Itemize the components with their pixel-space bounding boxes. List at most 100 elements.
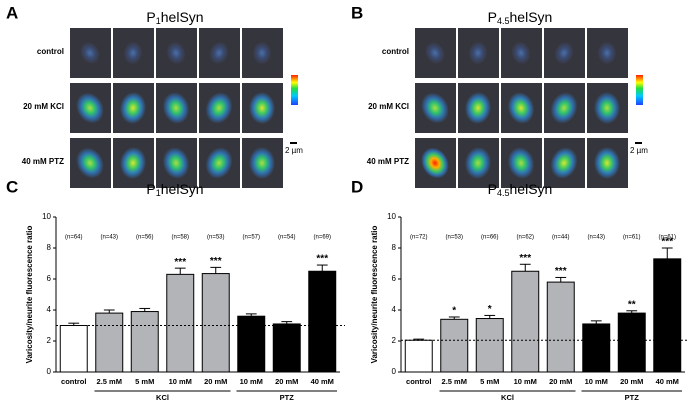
bar [272,323,301,373]
title-subscript: 4.5 [497,188,510,198]
group-label: PTZ [625,393,640,402]
x-tick-label: 20 mM [204,377,227,386]
panel-title: P1helSyn [146,9,203,27]
panel-label: D [351,177,363,196]
x-tick-label: 20 mM [549,377,572,386]
n-label: (n=44) [552,235,570,241]
scale-bar-label: 2 µm [630,146,648,155]
cell [123,42,143,64]
group-label: PTZ [280,393,295,402]
bar [475,318,504,373]
title-suffix: helSyn [161,181,204,197]
bar [582,323,611,373]
group-label: KCl [156,393,169,402]
n-label: (n=43) [587,235,605,241]
bar [511,270,540,373]
cell [421,92,449,124]
y-tick-label: 2 [47,336,52,345]
cell [550,147,578,179]
row-label: 40 mM PTZ [367,157,409,166]
cell [166,42,186,64]
significance: *** [555,266,567,277]
bar [95,312,124,373]
significance: *** [316,254,328,265]
bar [201,273,230,373]
cell [209,42,229,64]
cell [464,147,492,179]
panel-title: P4.5helSyn [488,9,553,27]
panel-label: C [6,177,18,196]
y-tick-label: 6 [47,274,52,283]
y-tick-label: 0 [47,367,52,376]
row-label: 20 mM KCl [368,102,409,111]
n-label: (n=72) [410,235,428,241]
n-label: (n=61) [623,235,641,241]
cell [593,92,621,124]
cell [421,147,449,179]
n-label: (n=54) [278,235,296,241]
significance: * [452,306,456,317]
row-label: control [37,47,64,56]
n-label: (n=61) [658,235,676,241]
cell [162,147,190,179]
title-subscript: 1 [156,16,161,26]
significance: * [488,304,492,315]
y-tick-label: 4 [47,305,52,314]
y-tick-label: 8 [47,243,52,252]
cell [554,42,574,64]
n-label: (n=56) [136,235,154,241]
row-label: 20 mM KCl [23,102,64,111]
cell [468,42,488,64]
x-tick-label: 10 mM [240,377,263,386]
bar [440,318,469,373]
panel-title: P1helSyn [146,181,203,199]
title-prefix: P [146,9,155,25]
cell [593,147,621,179]
title-prefix: P [488,181,497,197]
x-tick-label: control [61,377,86,386]
cell [248,92,276,124]
y-tick-label: 8 [392,243,397,252]
bar [653,258,682,373]
bar [166,273,195,373]
cell [550,92,578,124]
bar [546,281,575,373]
n-label: (n=53) [445,235,463,241]
n-label: (n=58) [171,235,189,241]
n-label: (n=53) [207,235,225,241]
cell [511,42,531,64]
cell [76,92,104,124]
cell [425,42,445,64]
title-prefix: P [488,9,497,25]
x-tick-label: 2.5 mM [97,377,122,386]
cell [464,92,492,124]
group-label: KCl [501,393,514,402]
panel-title: P4.5helSyn [488,181,553,199]
colorbar [291,75,298,105]
y-axis-label: Varicosity/neurite fluorescence ratio [370,225,379,363]
y-tick-label: 10 [42,212,51,221]
title-suffix: helSyn [161,9,204,25]
bar [404,339,433,373]
significance: *** [174,257,186,268]
y-tick-label: 2 [392,336,397,345]
x-tick-label: 40 mM [656,377,679,386]
title-subscript: 4.5 [497,16,510,26]
y-tick-label: 10 [387,212,396,221]
n-label: (n=43) [100,235,118,241]
cell [507,147,535,179]
title-prefix: P [146,181,155,197]
cell [248,147,276,179]
panel-label: A [6,3,18,22]
cell [119,147,147,179]
title-suffix: helSyn [510,9,553,25]
cell [252,42,272,64]
row-label: control [382,47,409,56]
n-label: (n=64) [65,235,83,241]
n-label: (n=62) [516,235,534,241]
cell [205,92,233,124]
y-tick-label: 6 [392,274,397,283]
cell [205,147,233,179]
n-label: (n=69) [313,235,331,241]
